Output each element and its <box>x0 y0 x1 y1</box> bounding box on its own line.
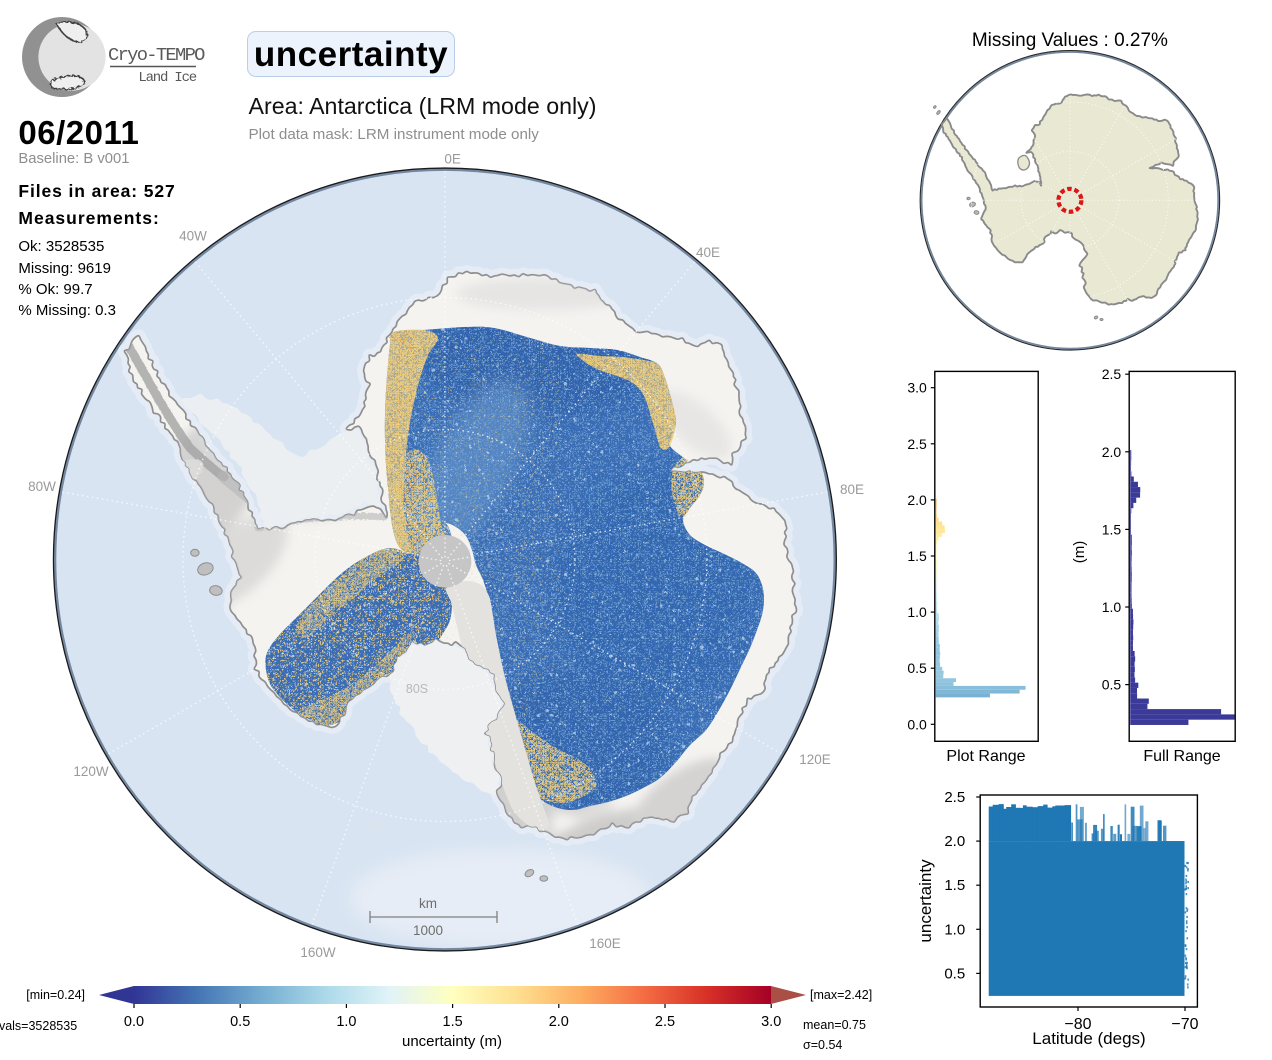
svg-text:uncertainty (m): uncertainty (m) <box>402 1033 502 1050</box>
svg-text:Land Ice: Land Ice <box>138 70 196 86</box>
svg-text:0.5: 0.5 <box>944 965 965 982</box>
svg-text:−70: −70 <box>1171 1016 1198 1033</box>
svg-text:120W: 120W <box>73 764 109 779</box>
svg-text:(m): (m) <box>1071 541 1088 564</box>
svg-text:40W: 40W <box>179 229 207 244</box>
svg-text:2.5: 2.5 <box>655 1014 675 1030</box>
svg-text:σ=0.54: σ=0.54 <box>803 1038 842 1052</box>
svg-text:80W: 80W <box>28 479 56 494</box>
svg-text:160E: 160E <box>589 936 621 951</box>
svg-text:2.5: 2.5 <box>944 789 965 806</box>
svg-text:[max=2.42]: [max=2.42] <box>810 988 872 1002</box>
svg-text:0E: 0E <box>444 152 461 167</box>
svg-text:2.5: 2.5 <box>1102 366 1122 382</box>
svg-text:Latitude (degs): Latitude (degs) <box>1032 1029 1145 1048</box>
svg-text:2.5: 2.5 <box>907 436 927 452</box>
svg-text:160W: 160W <box>300 945 336 960</box>
svg-text:Full Range: Full Range <box>1143 748 1220 765</box>
svg-text:1.0: 1.0 <box>336 1014 356 1030</box>
svg-text:#vals=3528535: #vals=3528535 <box>0 1019 77 1033</box>
svg-text:2.0: 2.0 <box>907 492 927 508</box>
svg-text:1.5: 1.5 <box>1102 521 1122 537</box>
svg-text:2.0: 2.0 <box>549 1014 569 1030</box>
svg-text:0.0: 0.0 <box>907 716 927 732</box>
svg-text:40E: 40E <box>696 245 720 260</box>
svg-text:−80: −80 <box>1064 1016 1091 1033</box>
svg-text:0.5: 0.5 <box>1102 677 1122 693</box>
svg-text:1.5: 1.5 <box>443 1014 463 1030</box>
svg-text:70S: 70S <box>360 819 382 833</box>
svg-text:80E: 80E <box>840 482 864 497</box>
svg-text:Plot Range: Plot Range <box>946 748 1025 765</box>
svg-text:[min=0.24]: [min=0.24] <box>26 988 85 1002</box>
svg-text:km: km <box>419 896 437 911</box>
svg-text:2.0: 2.0 <box>1102 444 1122 460</box>
svg-text:2.0: 2.0 <box>944 833 965 850</box>
svg-text:3.0: 3.0 <box>907 380 927 396</box>
svg-text:1.0: 1.0 <box>907 604 927 620</box>
svg-text:uncertainty: uncertainty <box>916 859 935 943</box>
svg-text:1.5: 1.5 <box>907 548 927 564</box>
svg-text:120E: 120E <box>799 752 831 767</box>
svg-text:3.0: 3.0 <box>761 1014 781 1030</box>
svg-text:Cryo-TEMPO: Cryo-TEMPO <box>108 44 205 66</box>
svg-text:Missing Values : 0.27%: Missing Values : 0.27% <box>972 30 1168 51</box>
svg-text:0.0: 0.0 <box>124 1014 144 1030</box>
svg-text:80S: 80S <box>406 682 428 696</box>
svg-text:1.5: 1.5 <box>944 877 965 894</box>
svg-text:0.5: 0.5 <box>230 1014 250 1030</box>
svg-text:1.0: 1.0 <box>1102 599 1122 615</box>
svg-text:mean=0.75: mean=0.75 <box>803 1018 866 1032</box>
svg-text:1.0: 1.0 <box>944 921 965 938</box>
svg-text:1000: 1000 <box>413 923 443 938</box>
svg-text:0.5: 0.5 <box>907 660 927 676</box>
